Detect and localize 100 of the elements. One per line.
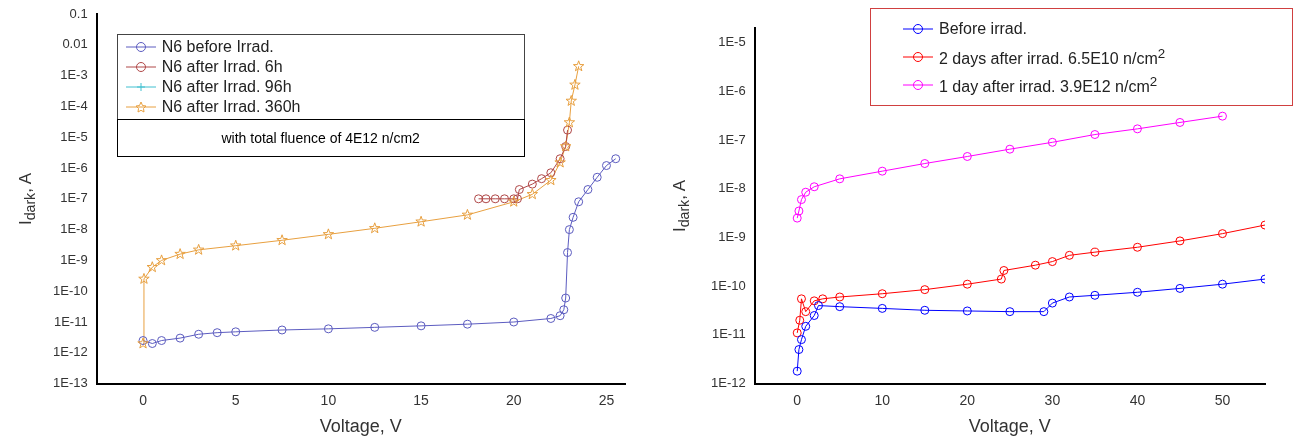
x-tick-label: 20 (505, 391, 522, 408)
point (877, 303, 887, 313)
x-tick-label: 10 (874, 391, 891, 408)
point (192, 243, 205, 255)
point (792, 328, 802, 338)
point (601, 161, 611, 171)
point (877, 166, 887, 176)
point (561, 293, 571, 303)
point (276, 234, 288, 246)
annotation: with total fluence of 4E12 n/cm2 (116, 119, 525, 157)
point (1175, 236, 1185, 246)
point (1047, 257, 1057, 267)
point (369, 222, 381, 234)
point (1030, 260, 1040, 270)
y-tick-label: 1E-9 (718, 229, 746, 245)
point (835, 302, 845, 312)
point (835, 174, 845, 184)
y-tick-label: 1E-4 (60, 97, 88, 113)
point (1064, 250, 1074, 260)
point (415, 215, 427, 227)
point (999, 266, 1009, 275)
y-tick-label: 1E-8 (718, 180, 746, 196)
point (796, 335, 806, 345)
point (212, 328, 222, 338)
point (574, 197, 584, 207)
point (572, 60, 585, 72)
x-tick-label: 25 (598, 391, 615, 408)
point (1090, 290, 1100, 300)
legend-label: N6 after Irrad. 360h (161, 98, 301, 116)
point (323, 324, 333, 334)
point (996, 274, 1006, 284)
point (554, 156, 566, 168)
point (592, 172, 602, 182)
point (174, 248, 186, 260)
point (1132, 124, 1142, 134)
point (792, 366, 802, 376)
point (563, 125, 573, 135)
point (962, 152, 972, 161)
point (813, 301, 823, 311)
point (801, 307, 811, 317)
y-tick-label: 1E-11 (711, 326, 746, 342)
point (146, 261, 159, 273)
point (920, 285, 930, 295)
point (462, 319, 472, 329)
point (155, 254, 168, 266)
point (792, 213, 802, 223)
point (474, 194, 484, 204)
point (1090, 247, 1100, 257)
y-tick-label: 0.01 (62, 36, 88, 52)
point (920, 159, 930, 169)
legend-label: 1 day after irrad. 3.9E12 n/cm$^{2}$ (939, 73, 1158, 98)
y-tick-label: 1E-5 (60, 128, 88, 144)
point (526, 188, 539, 200)
point (1217, 111, 1227, 121)
point (370, 322, 380, 332)
x-axis-title: Voltage, V (968, 416, 1051, 437)
point (801, 187, 811, 197)
point (796, 294, 806, 304)
point (416, 321, 426, 331)
point (1047, 298, 1057, 308)
legend-label: N6 before Irrad. (161, 38, 274, 56)
point (1047, 137, 1057, 147)
y-tick-label: 1E-12 (710, 375, 746, 391)
legend-label: N6 after Irrad. 6h (161, 58, 283, 76)
y-tick-label: 1E-7 (718, 131, 746, 147)
y-tick-label: 1E-6 (718, 82, 746, 98)
point (559, 305, 569, 315)
x-tick-label: 0 (139, 391, 148, 408)
point (1039, 307, 1049, 317)
point (546, 168, 556, 178)
x-tick-label: 5 (231, 391, 240, 408)
x-tick-label: 0 (793, 391, 802, 408)
point (175, 333, 185, 343)
legend-label: N6 after Irrad. 96h (161, 78, 292, 96)
x-tick-label: 15 (413, 391, 430, 408)
point (801, 321, 811, 331)
legend-label: 2 days after irrad. 6.5E10 n/cm$^{2}$ (939, 45, 1166, 70)
point (514, 185, 524, 195)
point (138, 272, 150, 284)
point (545, 174, 557, 186)
point (322, 228, 335, 240)
point (818, 294, 828, 304)
point (794, 345, 804, 355)
x-axis-title: Voltage, V (319, 416, 402, 437)
y-tick-label: 1E-5 (718, 34, 746, 50)
point (1217, 229, 1227, 239)
point (564, 225, 574, 235)
point (1132, 287, 1142, 297)
point (527, 179, 537, 189)
point (277, 325, 287, 335)
point (1005, 307, 1015, 317)
point (157, 336, 167, 346)
point (835, 292, 845, 302)
point (1175, 283, 1185, 293)
point (229, 239, 242, 251)
point (565, 94, 577, 106)
point (920, 305, 930, 315)
point (1175, 117, 1185, 127)
x-tick-label: 30 (1044, 391, 1061, 408)
y-tick-label: 1E-10 (710, 277, 746, 293)
